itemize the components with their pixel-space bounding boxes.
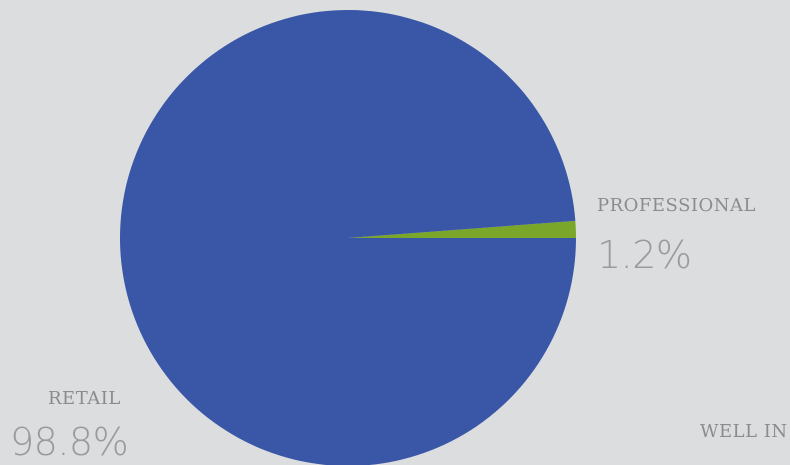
slice-retail	[120, 10, 576, 465]
slice-professional	[348, 220, 576, 238]
cut-off-label: WELL IN	[700, 421, 788, 442]
professional-value: 1.2%	[597, 233, 692, 277]
professional-label: PROFESSIONAL	[597, 195, 756, 216]
retail-value: 98.8%	[10, 420, 129, 464]
retail-label: RETAIL	[48, 388, 121, 409]
